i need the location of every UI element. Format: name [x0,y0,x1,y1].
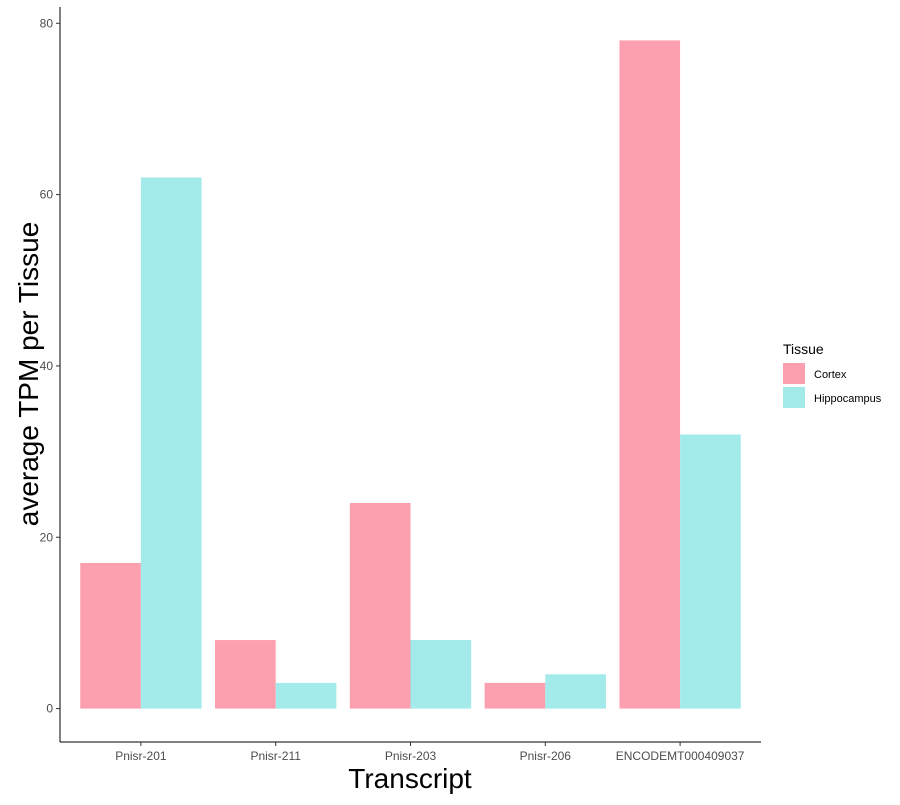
bar-cortex-pnisr-206 [484,682,546,709]
bar-cortex-pnisr-203 [349,502,411,709]
y-tick-label: 60 [40,188,54,202]
x-tick-label: Pnisr-206 [520,749,572,763]
y-tick-label: 40 [40,359,54,373]
bar-hippocampus-pnisr-203 [410,640,472,709]
y-ticks-group: 0 20 40 60 80 [40,16,60,716]
x-tick-label: ENCODEMT000409037 [616,749,745,763]
legend-label-cortex: Cortex [814,369,847,381]
legend-title: Tissue [783,341,824,357]
y-tick-label: 80 [40,16,54,30]
bar-cortex-pnisr-201 [80,562,141,709]
bar-hippocampus-pnisr-206 [545,674,606,709]
legend-label-hippocampus: Hippocampus [814,393,882,405]
legend-swatch-cortex [783,363,805,384]
x-tick-label: Pnisr-201 [115,749,167,763]
bars-group [80,40,741,709]
x-tick-label: Pnisr-211 [250,749,301,763]
y-axis-title: average TPM per Tissue [13,222,44,527]
bar-hippocampus-pnisr-211 [275,682,337,709]
bar-hippocampus-pnisr-201 [140,177,202,709]
x-ticks-group: Pnisr-201 Pnisr-211 Pnisr-203 Pnisr-206 ENCO… [115,742,745,763]
x-tick-label: Pnisr-203 [385,749,437,763]
x-axis-title: Transcript [348,763,472,794]
bar-cortex-pnisr-211 [215,640,276,709]
y-tick-label: 20 [40,530,54,544]
y-tick-label: 0 [46,702,53,716]
legend: Tissue Cortex Hippocampus [783,341,882,408]
bar-hippocampus-encodemt000409037 [680,434,741,709]
legend-swatch-hippocampus [783,387,805,408]
bar-cortex-encodemt000409037 [619,40,681,709]
